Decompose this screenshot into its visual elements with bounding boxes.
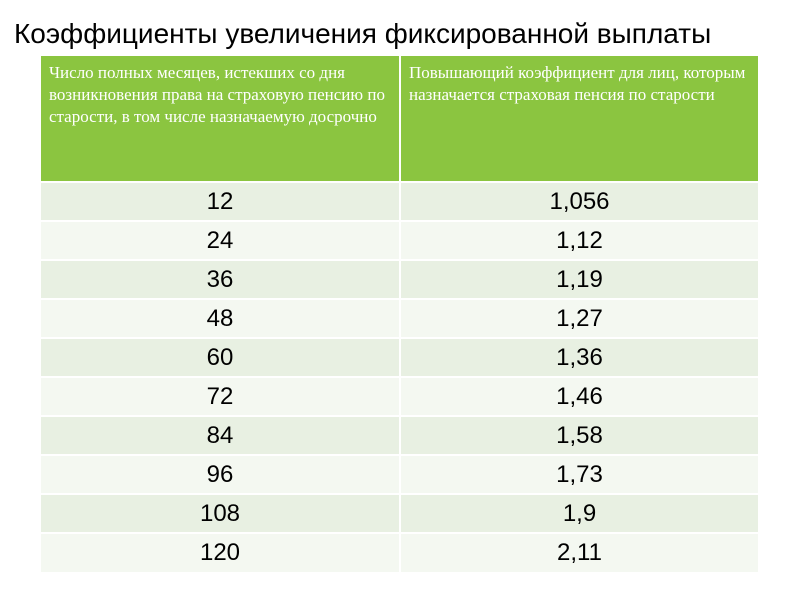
cell-months: 96 <box>41 454 401 494</box>
cell-coefficient: 1,36 <box>400 337 758 377</box>
cell-months: 48 <box>41 298 401 338</box>
cell-coefficient: 1,19 <box>400 259 758 299</box>
cell-coefficient: 1,46 <box>400 376 758 416</box>
table-row: 72 1,46 <box>41 376 758 416</box>
table-body: 12 1,056 24 1,12 36 1,19 48 1,27 60 1,36… <box>41 181 758 572</box>
cell-coefficient: 1,58 <box>400 415 758 455</box>
table-row: 36 1,19 <box>41 259 758 299</box>
cell-months: 36 <box>41 259 401 299</box>
cell-months: 108 <box>41 493 401 533</box>
cell-months: 84 <box>41 415 401 455</box>
table-row: 48 1,27 <box>41 298 758 338</box>
cell-coefficient: 2,11 <box>400 532 758 572</box>
cell-months: 72 <box>41 376 401 416</box>
cell-coefficient: 1,12 <box>400 220 758 260</box>
header-months: Число полных месяцев, истекших со дня во… <box>41 56 401 182</box>
table-row: 84 1,58 <box>41 415 758 455</box>
cell-coefficient: 1,056 <box>400 181 758 221</box>
table-row: 24 1,12 <box>41 220 758 260</box>
header-coefficient: Повышающий коэффициент для лиц, которым … <box>400 56 758 182</box>
cell-months: 120 <box>41 532 401 572</box>
table-header-row: Число полных месяцев, истекших со дня во… <box>41 56 758 182</box>
page-title: Коэффициенты увеличения фиксированной вы… <box>14 18 712 49</box>
cell-months: 24 <box>41 220 401 260</box>
table-row: 96 1,73 <box>41 454 758 494</box>
cell-months: 12 <box>41 181 401 221</box>
cell-months: 60 <box>41 337 401 377</box>
table-row: 60 1,36 <box>41 337 758 377</box>
table-header: Число полных месяцев, истекших со дня во… <box>41 56 758 182</box>
table-row: 120 2,11 <box>41 532 758 572</box>
cell-coefficient: 1,9 <box>400 493 758 533</box>
table-row: 12 1,056 <box>41 181 758 221</box>
cell-coefficient: 1,27 <box>400 298 758 338</box>
coefficient-table: Число полных месяцев, истекших со дня во… <box>41 56 758 572</box>
table-row: 108 1,9 <box>41 493 758 533</box>
cell-coefficient: 1,73 <box>400 454 758 494</box>
